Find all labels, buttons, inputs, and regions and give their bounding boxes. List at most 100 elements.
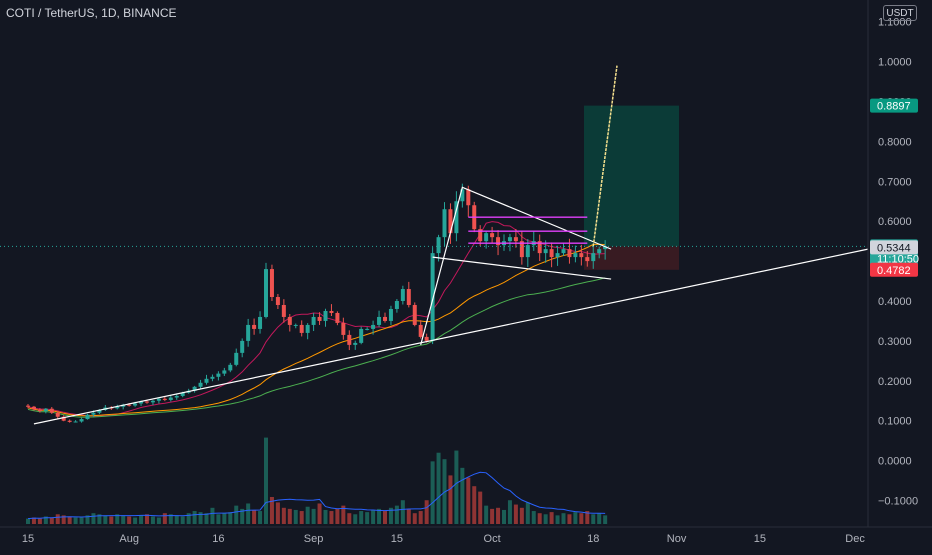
volume-bar bbox=[26, 518, 30, 524]
volume-bar bbox=[507, 500, 512, 524]
time-tick-label: 15 bbox=[754, 533, 766, 545]
volume-bar bbox=[400, 500, 405, 524]
target-zone bbox=[584, 105, 679, 247]
candle-body bbox=[454, 201, 459, 234]
price-tick-label: 0.0000 bbox=[878, 456, 912, 468]
volume-bar bbox=[258, 511, 263, 524]
time-tick-label: 16 bbox=[212, 533, 224, 545]
volume-bar bbox=[573, 512, 578, 524]
volume-bar bbox=[121, 515, 126, 524]
candle-body bbox=[127, 404, 132, 406]
volume-bar bbox=[353, 514, 358, 524]
candle-body bbox=[139, 401, 144, 404]
candle-body bbox=[281, 304, 286, 317]
candle-body bbox=[240, 340, 245, 353]
candle-body bbox=[394, 301, 399, 309]
volume-bar bbox=[49, 517, 54, 524]
time-tick-label: Dec bbox=[845, 533, 865, 545]
candle-body bbox=[293, 324, 298, 326]
volume-bar bbox=[228, 512, 233, 524]
candle-body bbox=[406, 289, 411, 305]
volume-bar bbox=[549, 512, 554, 524]
candle-body bbox=[37, 409, 42, 412]
volume-bar bbox=[61, 515, 66, 524]
candle-body bbox=[543, 249, 548, 254]
price-label-text: 0.4782 bbox=[877, 265, 911, 277]
volume-bar bbox=[222, 513, 227, 524]
volume-bar bbox=[377, 508, 382, 524]
candle-body bbox=[299, 324, 304, 333]
candle-body bbox=[228, 364, 233, 371]
volume-bar bbox=[555, 515, 560, 524]
volume-bar bbox=[513, 504, 518, 524]
volume-bar bbox=[97, 514, 102, 524]
candle-body bbox=[26, 405, 30, 407]
volume-bar bbox=[299, 511, 304, 524]
candle-body bbox=[174, 395, 179, 398]
volume-bar bbox=[484, 505, 489, 524]
currency-button[interactable]: USDT bbox=[883, 5, 917, 21]
volume-bar bbox=[287, 508, 292, 524]
candle-body bbox=[353, 342, 358, 345]
candle-body bbox=[335, 312, 340, 323]
volume-bar bbox=[460, 467, 465, 524]
candle-body bbox=[287, 316, 292, 325]
candle-body bbox=[591, 253, 596, 262]
candle-body bbox=[597, 249, 602, 254]
candle-body bbox=[156, 398, 161, 401]
time-tick-label: 18 bbox=[587, 533, 599, 545]
volume-bar bbox=[388, 507, 393, 524]
candle-body bbox=[507, 237, 512, 242]
candle-body bbox=[275, 297, 280, 305]
volume-bar bbox=[531, 511, 536, 524]
volume-bar bbox=[234, 505, 239, 524]
candle-body bbox=[359, 328, 364, 343]
volume-bar bbox=[311, 508, 316, 524]
volume-bar bbox=[591, 514, 596, 524]
candle-body bbox=[317, 316, 322, 321]
candle-body bbox=[73, 421, 78, 423]
candle-body bbox=[79, 419, 84, 422]
volume-bar bbox=[603, 515, 608, 524]
volume-bar bbox=[156, 517, 161, 524]
price-tick-label: 0.1000 bbox=[878, 416, 912, 428]
price-tick-label: 0.2000 bbox=[878, 376, 912, 388]
volume-bar bbox=[31, 517, 36, 524]
volume-bar bbox=[519, 507, 524, 524]
candle-body bbox=[579, 253, 584, 258]
volume-bar bbox=[162, 513, 167, 524]
candle-body bbox=[133, 403, 138, 406]
candle-body bbox=[525, 245, 530, 258]
candle-body bbox=[430, 253, 435, 341]
volume-bar bbox=[341, 505, 346, 524]
volume-bar bbox=[371, 509, 376, 524]
volume-bar bbox=[85, 515, 90, 524]
risk-reward-zones[interactable] bbox=[584, 105, 679, 270]
candle-body bbox=[180, 392, 185, 396]
time-tick-label: Aug bbox=[119, 533, 139, 545]
candle-body bbox=[85, 414, 90, 420]
volume-bar bbox=[55, 514, 60, 524]
candle-body bbox=[490, 233, 495, 238]
volume-bar bbox=[585, 511, 590, 524]
volume-bar bbox=[139, 515, 144, 524]
chart-title: COTI / TetherUS, 1D, BINANCE bbox=[6, 6, 177, 20]
candle-body bbox=[198, 382, 203, 387]
drawings[interactable] bbox=[0, 65, 869, 425]
volume-bar bbox=[133, 517, 138, 524]
candle-body bbox=[341, 322, 346, 335]
volume-bar bbox=[561, 513, 566, 524]
candle-body bbox=[258, 316, 263, 329]
candle-body bbox=[150, 400, 155, 403]
price-label-box bbox=[870, 240, 918, 255]
volume-bar bbox=[478, 491, 483, 524]
volume-bar bbox=[79, 517, 84, 524]
time-axis[interactable]: 15Aug16Sep15Oct18Nov15Dec15 bbox=[0, 526, 932, 545]
volume-bar bbox=[454, 450, 459, 524]
volume-ma-line bbox=[27, 471, 606, 520]
candle-body bbox=[478, 229, 483, 242]
candle-body bbox=[412, 304, 417, 325]
trend-line bbox=[33, 248, 869, 425]
